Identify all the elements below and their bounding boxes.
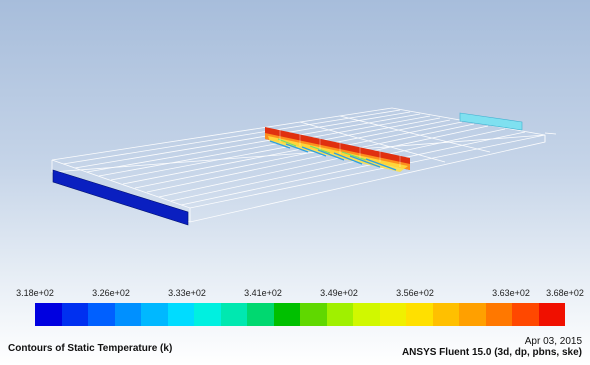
colorbar-swatch: [141, 303, 168, 326]
tick-label: 3.33e+02: [168, 288, 206, 298]
colorbar-swatch: [273, 303, 300, 326]
tick-label: 3.18e+02: [16, 288, 54, 298]
colorbar-swatch: [35, 303, 62, 326]
temperature-colorbar: [35, 303, 565, 326]
plate-wireframe: [51, 107, 546, 223]
solver-version: ANSYS Fluent 15.0 (3d, dp, pbns, ske): [401, 347, 582, 358]
colorbar-swatch: [432, 303, 459, 326]
heater-strip: [265, 127, 410, 172]
colorbar-swatch: [406, 303, 433, 326]
colorbar-swatch: [353, 303, 380, 326]
tick-label: 3.56e+02: [396, 288, 434, 298]
colorbar-swatch: [379, 303, 406, 326]
tick-label: 3.63e+02: [492, 288, 530, 298]
colorbar-swatch: [538, 303, 565, 326]
colorbar-swatch: [194, 303, 221, 326]
colorbar-tick-labels: 3.18e+02 3.26e+02 3.33e+02 3.41e+02 3.49…: [0, 288, 590, 302]
colorbar-swatch: [459, 303, 486, 326]
run-date: Apr 03, 2015: [524, 336, 582, 347]
colorbar-swatch: [114, 303, 141, 326]
colorbar-swatch: [220, 303, 247, 326]
contour-title: Contours of Static Temperature (k): [8, 343, 173, 354]
tick-label: 3.26e+02: [92, 288, 130, 298]
colorbar-swatch: [61, 303, 88, 326]
colorbar-swatch: [485, 303, 512, 326]
mesh-geometry[interactable]: [0, 0, 590, 285]
solver-info: Apr 03, 2015 ANSYS Fluent 15.0 (3d, dp, …: [402, 336, 582, 358]
tick-label: 3.49e+02: [320, 288, 358, 298]
tick-label: 3.68e+02: [546, 288, 584, 298]
inlet-face: [52, 169, 189, 226]
outlet-face: [459, 112, 523, 131]
colorbar-swatch: [300, 303, 327, 326]
colorbar-swatch: [326, 303, 353, 326]
colorbar-swatch: [512, 303, 539, 326]
colorbar-swatch: [88, 303, 115, 326]
tick-label: 3.41e+02: [244, 288, 282, 298]
colorbar-swatch: [247, 303, 274, 326]
colorbar-swatch: [167, 303, 194, 326]
